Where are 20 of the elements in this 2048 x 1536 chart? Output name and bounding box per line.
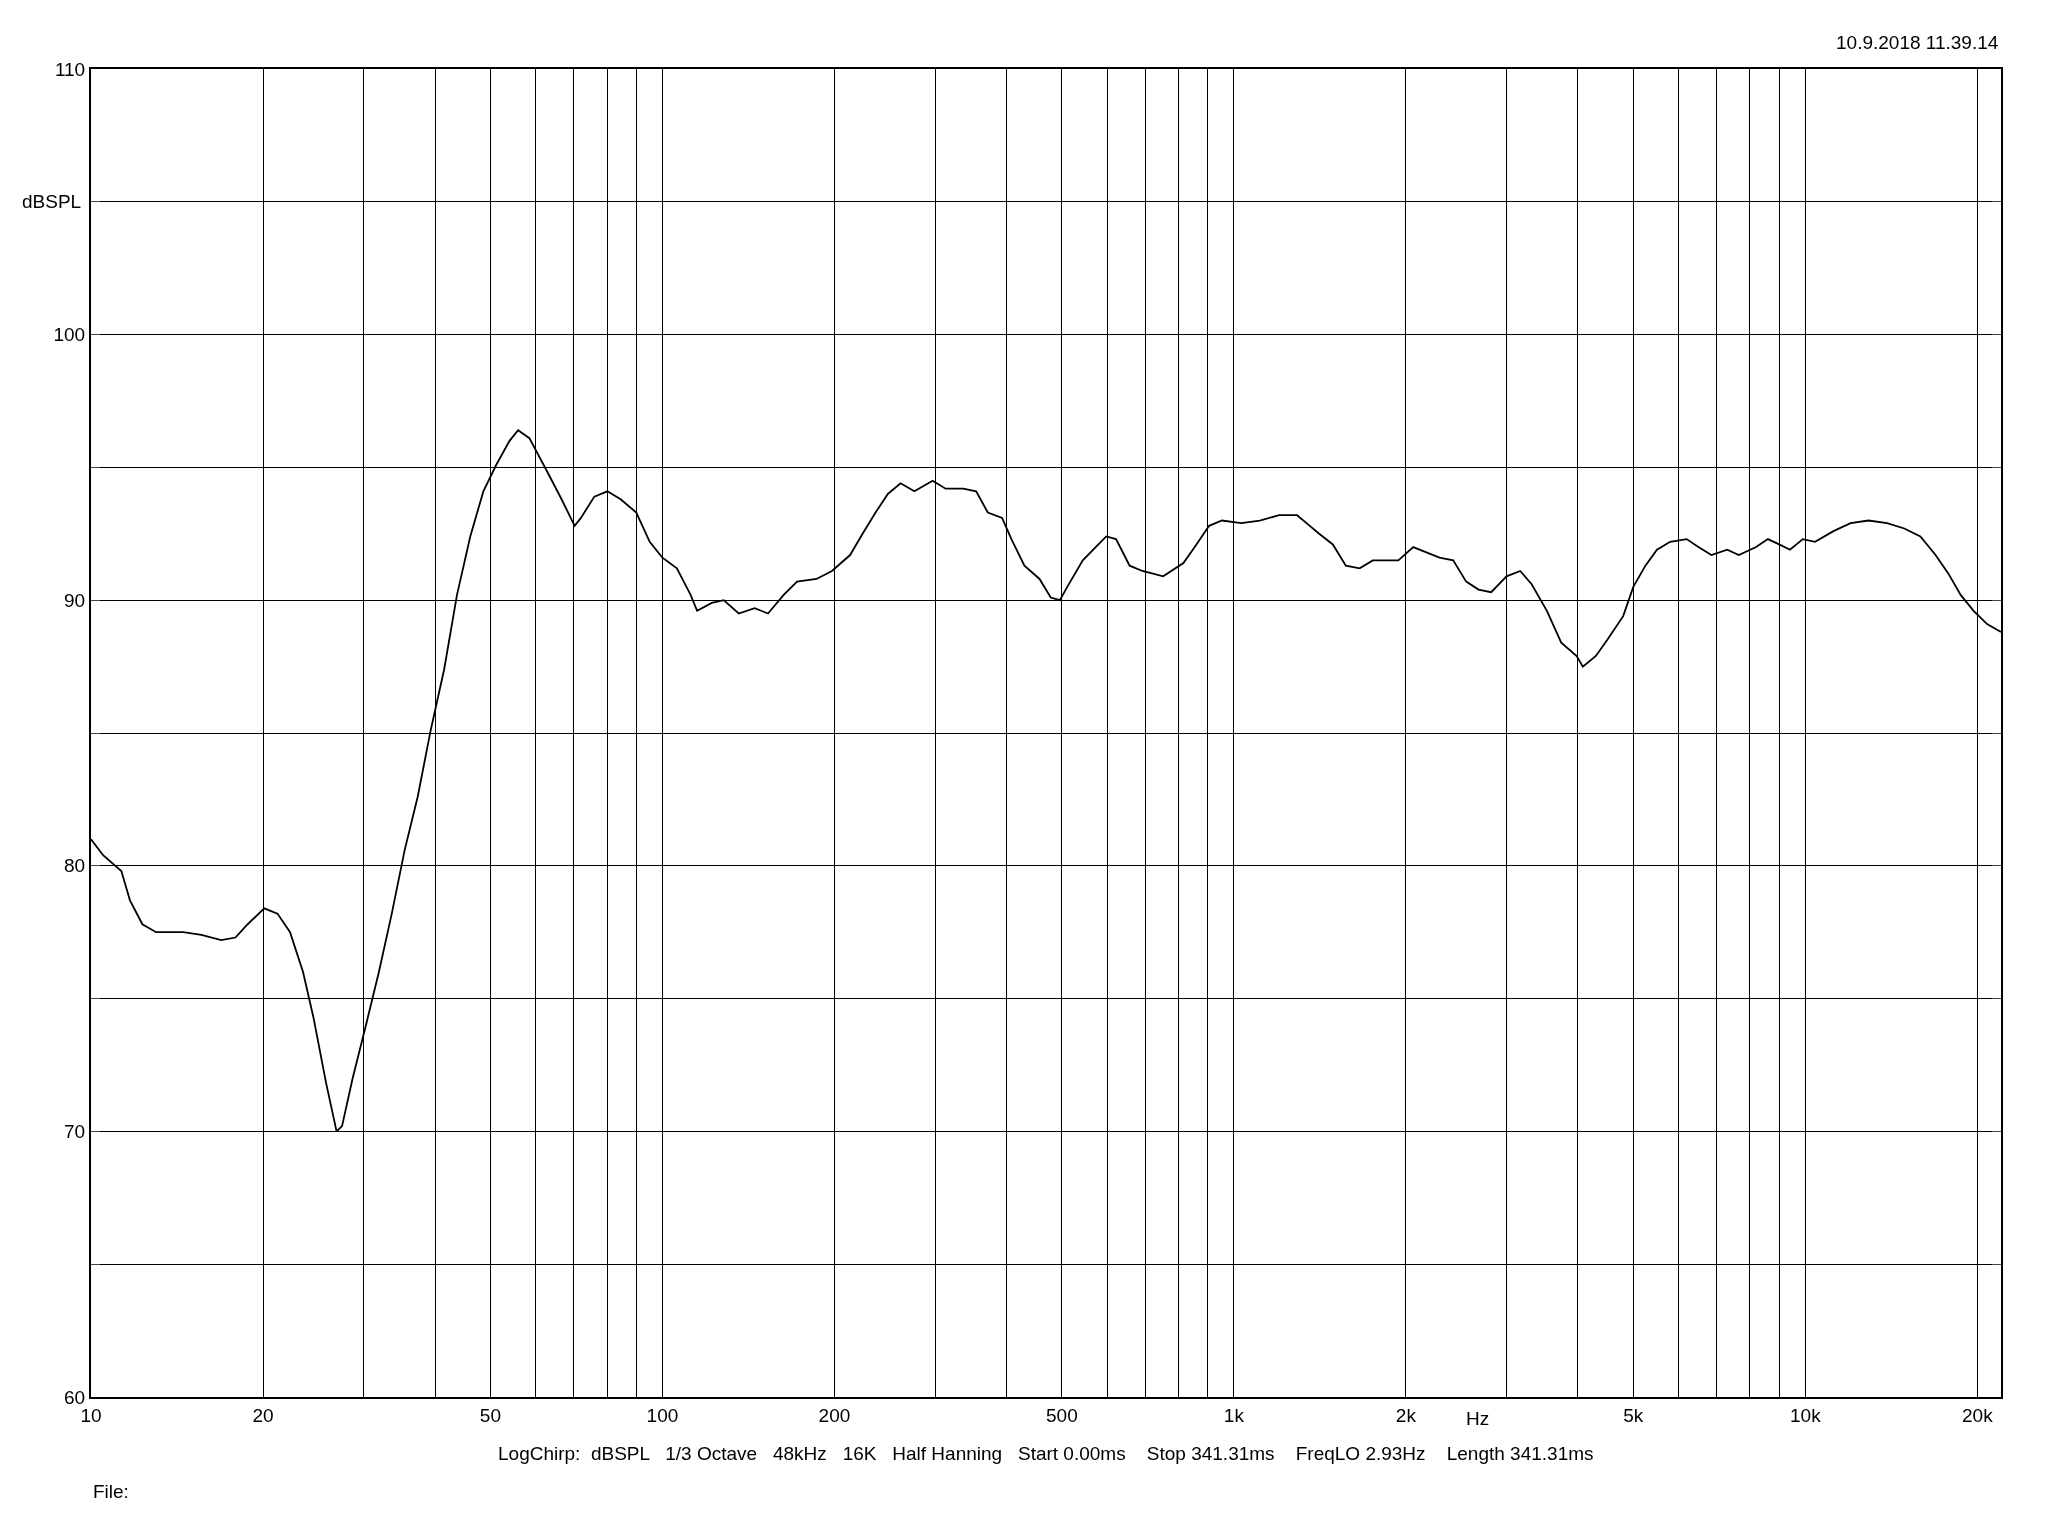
text: File: [93,1481,129,1502]
y-axis-title: dBSPL [22,191,82,212]
y-tick-label: 70 [64,1121,86,1143]
y-tick-label: 110 [54,58,86,80]
x-tick-label: 200 [818,1404,851,1426]
x-tick-label: 5k [1623,1404,1644,1426]
x-axis-title: Hz [1466,1408,1490,1429]
x-tick-label: 50 [479,1404,501,1426]
text: LogChirp: dBSPL 1/3 Octave 48kHz 16K Half Hanning Start 0.00ms Stop 341.31ms FreqLO 2.93Hz Length 341.31ms [498,1443,1594,1464]
x-tick-label: 10k [1790,1404,1822,1426]
y-tick-label: 80 [64,855,86,877]
x-tick-label: 100 [646,1404,679,1426]
x-tick-label: 20k [1962,1404,1994,1426]
x-tick-label: 500 [1046,1404,1078,1426]
x-tick-label: 1k [1223,1404,1245,1426]
y-tick-label: 90 [64,589,86,611]
x-tick-label: 20 [252,1404,274,1426]
text: 10.9.2018 11.39.14 [1836,32,1999,53]
x-tick-label: 2k [1395,1404,1417,1426]
y-tick-label: 100 [53,324,86,346]
